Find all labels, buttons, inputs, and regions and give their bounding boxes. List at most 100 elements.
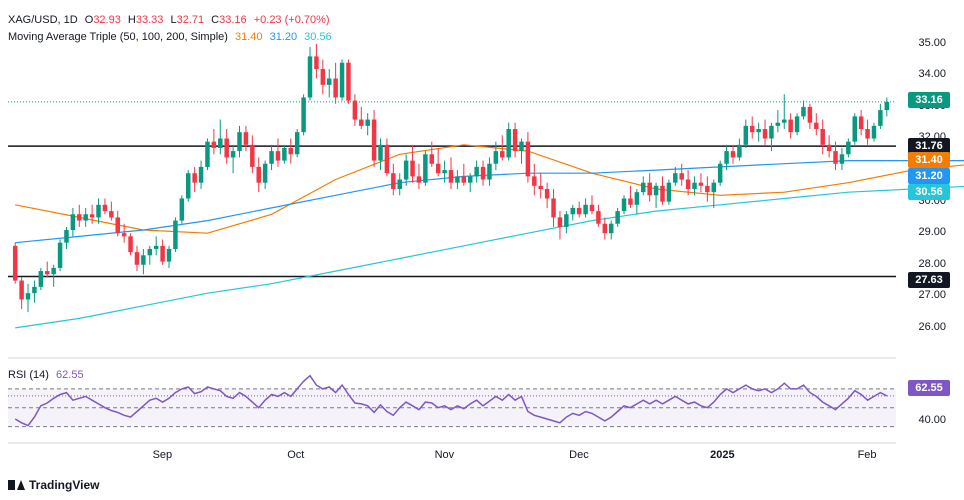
candle-body [782,119,787,123]
candle-body [294,132,300,155]
low-value: 32.71 [176,14,205,26]
candle-body [878,110,883,126]
resistance-label: 31.76 [908,138,950,154]
candle-body [64,230,69,243]
low-key: L [170,14,177,26]
candle-body [500,151,505,158]
candle-body [288,147,294,155]
candle-body [83,214,88,221]
time-tick-label: Dec [569,449,589,461]
ma-title: Moving Average Triple (50, 100, 200, Sim… [8,31,228,43]
candle-body [339,62,345,98]
candle-body [506,129,511,158]
candle-body [442,170,447,174]
symbol-label: XAG/USD, 1D [8,14,78,26]
candle-body [403,160,409,180]
candle-body [698,182,704,186]
candle-body [275,151,281,161]
candle-body [621,198,627,212]
candle-body [359,119,364,126]
support-resistance-levels [8,101,896,278]
candle-body [679,173,684,180]
candle-body [737,144,742,158]
candle-body [865,129,870,139]
candle-body [647,182,652,196]
candle-body [416,176,422,183]
candle-body [576,207,582,215]
rsi-legend-value: 62.55 [56,369,84,381]
rsi-title: RSI (14) [8,369,49,381]
candle-body [307,56,313,98]
candle-body [871,125,877,139]
candle-body [160,245,165,262]
candle-body [762,129,768,139]
candle-body [435,163,441,174]
candle-body [487,163,492,180]
candle-body [685,179,691,189]
candle-body [692,182,697,189]
candle-body [807,106,813,123]
candle-body [602,223,608,234]
candle-body [205,141,210,167]
candle-body [32,286,37,294]
candle-body [89,214,95,218]
candle-body [551,198,556,218]
candle-body [756,129,761,133]
candle-body [775,122,781,126]
ma200-price-label: 30.56 [908,184,950,200]
candle-body [480,166,486,180]
candle-body [634,192,640,205]
candle-body [724,151,729,164]
price-tick-label: 29.00 [918,226,946,239]
candle-body [179,198,185,221]
ma-legend: Moving Average Triple (50, 100, 200, Sim… [8,31,336,43]
ma50-value: 31.40 [234,31,263,43]
candle-body [224,138,229,158]
candle-body [57,242,63,268]
candle-body [839,154,845,164]
open-value: 32.93 [93,14,121,26]
candle-body [538,185,543,189]
candle-body [532,176,537,186]
candle-body [820,129,825,145]
candle-body [788,119,793,133]
candle-body [25,293,31,300]
candle-body [467,176,473,183]
candle-body [301,97,306,133]
time-tick-label: Sep [152,449,173,461]
rsi-legend: RSI (14) 62.55 [8,369,88,381]
candle-body [237,132,242,152]
brand-label: TradingView [29,478,100,492]
candle-body [493,151,499,164]
candle-body [218,138,223,148]
candle-body [589,204,595,212]
candle-body [814,122,819,130]
time-tick-label: Nov [434,449,455,461]
candle-body [455,176,460,183]
candle-body [211,141,217,148]
candle-body [826,144,832,152]
tradingview-logo[interactable]: TradingView [8,478,99,492]
candle-body [461,176,467,183]
candle-body [705,185,710,193]
last-price-label: 33.16 [908,92,950,108]
price-tick-label: 26.00 [918,320,946,333]
candle-body [352,100,358,120]
candle-body [673,173,678,183]
candle-body [615,211,620,224]
candle-body [320,69,326,85]
candle-body [262,163,268,183]
ma100-price-label: 31.20 [908,168,950,184]
candle-body [641,182,646,193]
candle-body [282,147,287,161]
candle-body [519,141,524,152]
price-tick-label: 35.00 [918,36,946,49]
candle-body [544,189,550,199]
candle-body [397,179,402,189]
high-key: H [127,14,136,26]
candle-body [153,245,159,249]
open-key: O [84,14,94,26]
candle-body [564,214,569,227]
candle-body [852,116,857,142]
